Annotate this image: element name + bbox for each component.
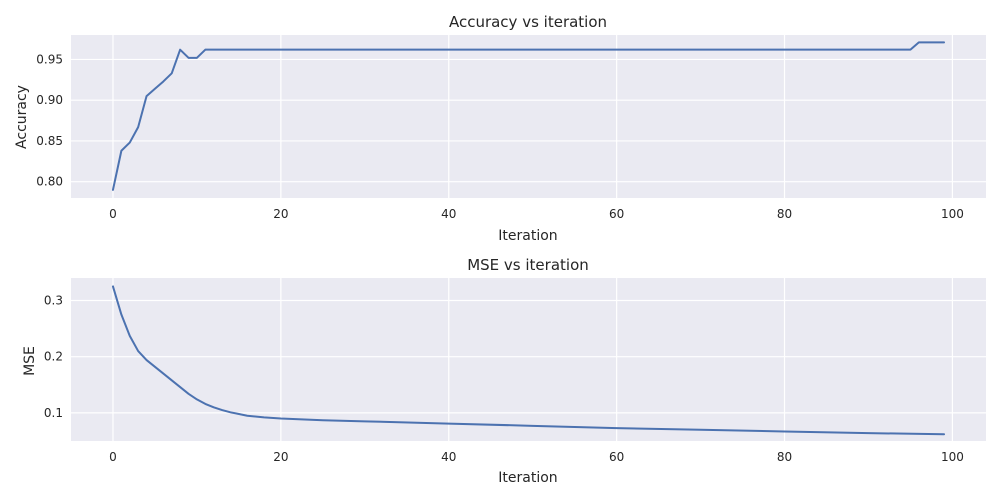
accuracy-y-tick-label: 0.80 bbox=[36, 175, 63, 189]
accuracy-chart: Accuracy vs iteration 0 20 40 60 80 100 0.800… bbox=[14, 13, 986, 244]
mse-y-tick-label: 0.3 bbox=[44, 293, 63, 307]
mse-x-tick-label: 60 bbox=[609, 450, 624, 464]
mse-x-axis-label: Iteration bbox=[498, 470, 557, 486]
mse-x-tick-label: 20 bbox=[273, 450, 288, 464]
mse-x-tick-label: 100 bbox=[941, 450, 964, 464]
accuracy-x-tick-label: 100 bbox=[941, 207, 964, 221]
mse-y-tick-label: 0.1 bbox=[44, 406, 63, 420]
accuracy-y-ticks: 0.80 0.85 0.90 0.95 bbox=[36, 52, 63, 188]
mse-series-line bbox=[111, 285, 946, 436]
mse-y-ticks: 0.1 0.2 0.3 bbox=[44, 293, 63, 419]
mse-y-tick-label: 0.2 bbox=[44, 350, 63, 364]
accuracy-x-ticks: 0 20 40 60 80 100 bbox=[109, 207, 964, 221]
accuracy-y-tick-label: 0.95 bbox=[36, 52, 63, 66]
accuracy-x-tick-label: 80 bbox=[777, 207, 792, 221]
accuracy-x-tick-label: 20 bbox=[273, 207, 288, 221]
mse-chart-title: MSE vs iteration bbox=[467, 256, 589, 274]
mse-chart: MSE vs iteration 0 20 40 60 80 100 0.10.20.3 … bbox=[22, 256, 986, 486]
accuracy-grid bbox=[71, 35, 986, 198]
accuracy-series bbox=[111, 41, 946, 191]
mse-x-tick-label: 40 bbox=[441, 450, 456, 464]
accuracy-chart-title: Accuracy vs iteration bbox=[449, 13, 607, 31]
accuracy-plot-area bbox=[71, 35, 986, 198]
accuracy-y-axis-label: Accuracy bbox=[14, 85, 30, 149]
mse-grid bbox=[71, 278, 986, 441]
mse-plot-area bbox=[71, 278, 986, 441]
mse-x-tick-label: 80 bbox=[777, 450, 792, 464]
accuracy-x-tick-label: 60 bbox=[609, 207, 624, 221]
accuracy-series-line bbox=[111, 41, 946, 191]
mse-series bbox=[111, 285, 946, 436]
accuracy-x-tick-label: 40 bbox=[441, 207, 456, 221]
mse-y-axis-label: MSE bbox=[22, 346, 38, 376]
accuracy-x-axis-label: Iteration bbox=[498, 228, 557, 244]
mse-x-ticks: 0 20 40 60 80 100 bbox=[109, 450, 964, 464]
accuracy-x-tick-label: 0 bbox=[109, 207, 117, 221]
accuracy-y-tick-label: 0.90 bbox=[36, 93, 63, 107]
accuracy-y-tick-label: 0.85 bbox=[36, 134, 63, 148]
mse-x-tick-label: 0 bbox=[109, 450, 117, 464]
